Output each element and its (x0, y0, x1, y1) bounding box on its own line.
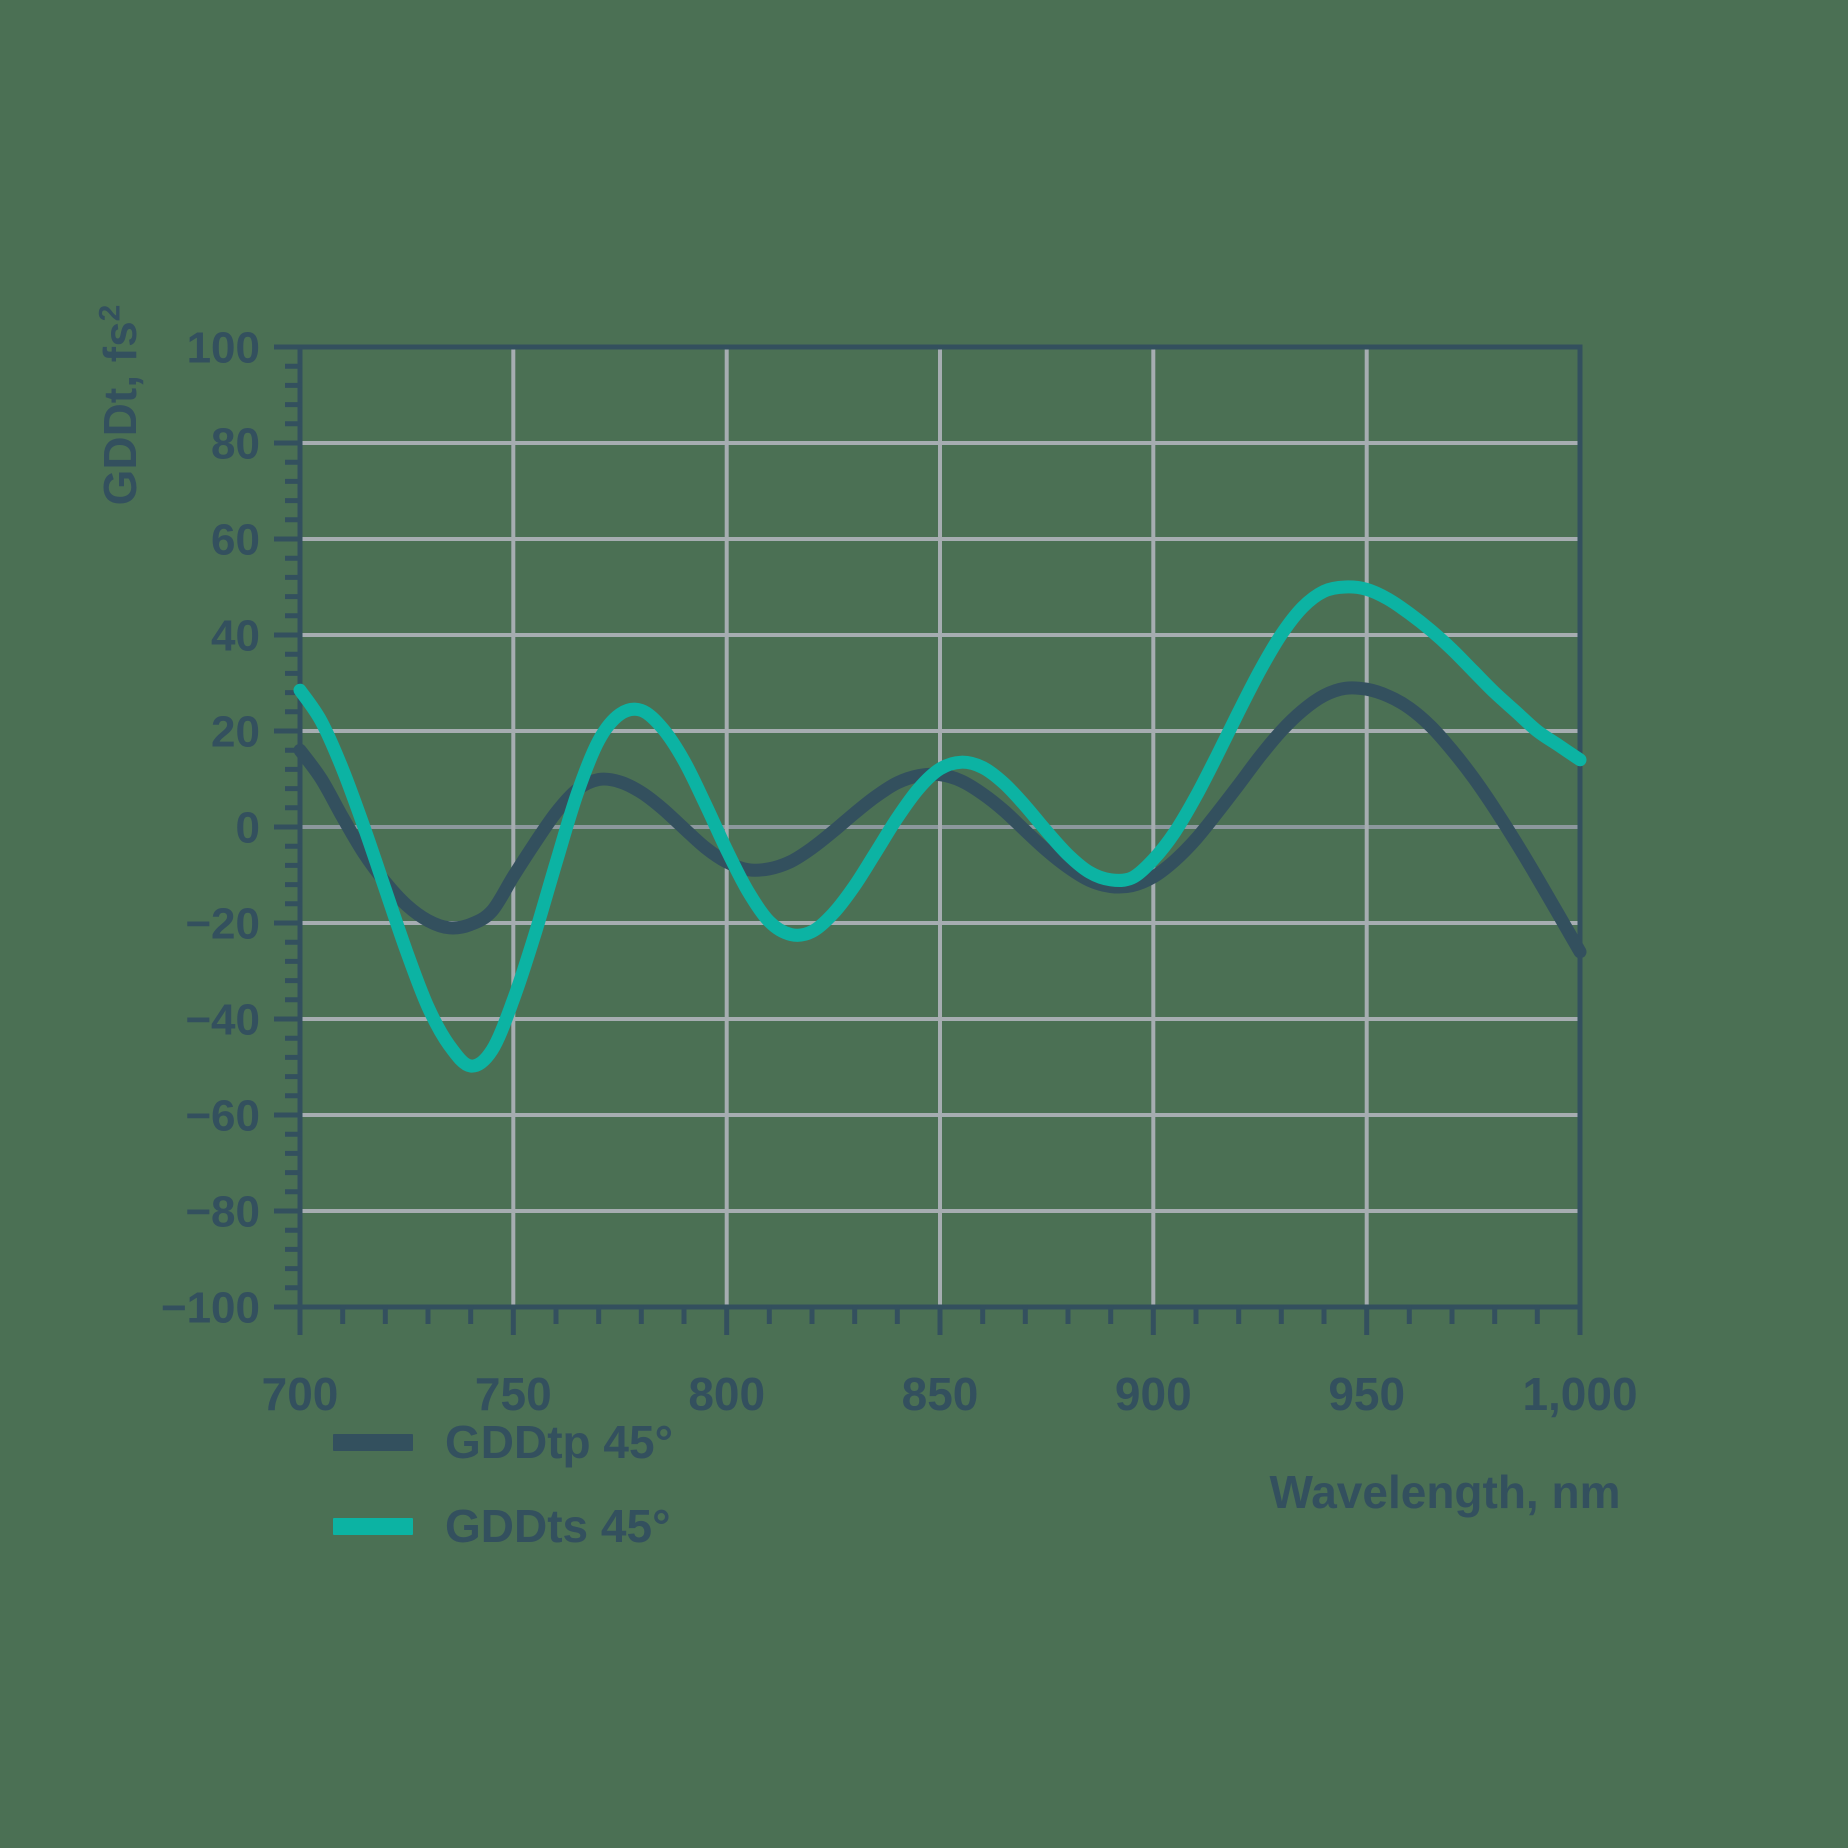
x-tick-label: 700 (262, 1368, 339, 1420)
y-tick-label: 100 (187, 323, 260, 372)
y-tick-label: −80 (185, 1187, 260, 1236)
axis-ticks (274, 344, 1583, 1335)
legend-label-gddtp: GDDtp 45° (445, 1416, 673, 1468)
x-tick-label: 1,000 (1522, 1368, 1637, 1420)
x-tick-label: 850 (902, 1368, 979, 1420)
y-tick-label: −40 (185, 995, 260, 1044)
x-tick-label: 950 (1328, 1368, 1405, 1420)
x-tick-label: 800 (688, 1368, 765, 1420)
y-axis-title-text: GDDt, fs (94, 321, 146, 506)
y-tick-label: −60 (185, 1091, 260, 1140)
legend: GDDtp 45° GDDts 45° (333, 1416, 673, 1552)
legend-item-gddts: GDDts 45° (333, 1500, 673, 1552)
y-axis-title: GDDt, fs2 (93, 305, 147, 506)
gddts-45-curve (293, 580, 1587, 1073)
y-tick-label: 0 (236, 803, 260, 852)
gddts-line-swatch (333, 1517, 413, 1535)
x-axis-title: Wavelength, nm (1269, 1466, 1621, 1518)
legend-label-gddts: GDDts 45° (445, 1500, 671, 1552)
y-axis-title-superscript: 2 (93, 304, 127, 322)
x-tick-label: 900 (1115, 1368, 1192, 1420)
y-tick-label: 60 (211, 515, 260, 564)
gddtp-line-swatch (333, 1433, 413, 1451)
y-tick-label: −100 (161, 1283, 260, 1332)
y-tick-label: 40 (211, 611, 260, 660)
x-tick-label: 750 (475, 1368, 552, 1420)
legend-item-gddtp: GDDtp 45° (333, 1416, 673, 1468)
y-tick-label: 80 (211, 419, 260, 468)
grid-lines (300, 347, 1580, 1307)
x-tick-labels: 700 750 800 850 900 950 1,000 (262, 1368, 1638, 1420)
y-tick-label: 20 (211, 707, 260, 756)
y-tick-labels: −100 −80 −60 −40 −20 0 20 40 60 80 100 (161, 323, 260, 1332)
y-tick-label: −20 (185, 899, 260, 948)
